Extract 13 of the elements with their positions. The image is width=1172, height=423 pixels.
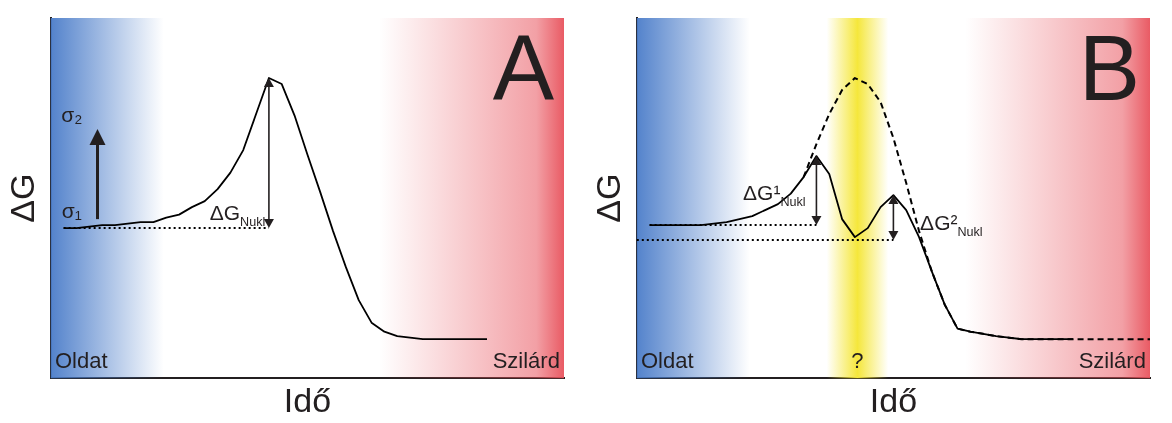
annotation: Oldat <box>640 348 694 374</box>
annotation: σ₂ <box>61 103 83 127</box>
chart-title: A <box>492 17 555 119</box>
y-axis-title: ΔG <box>588 173 627 223</box>
x-axis-title: Idő <box>869 380 918 419</box>
annotation: Szilárd <box>492 348 560 374</box>
annotation: σ₁ <box>61 199 82 223</box>
annotation: Oldat <box>54 348 108 374</box>
chart-title: B <box>1078 17 1141 119</box>
annotation: ? <box>851 348 864 374</box>
annotation: Szilárd <box>1078 348 1146 374</box>
y-axis-title: ΔG <box>2 173 41 223</box>
x-axis-title: Idő <box>283 380 332 419</box>
